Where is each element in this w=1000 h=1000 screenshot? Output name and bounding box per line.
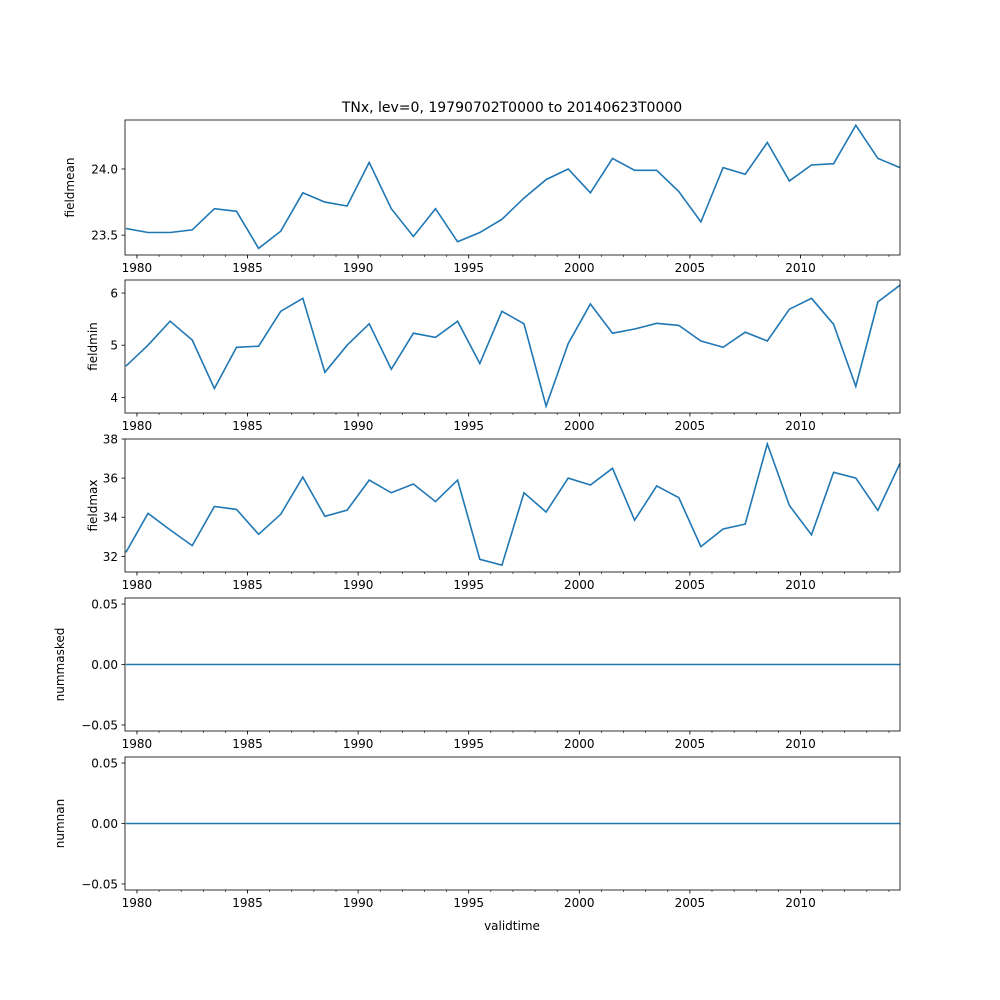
panel-fieldmean: 1980 1985 1990 1995 2000 2005 2010 23.5 24.0 fiel… bbox=[63, 119, 901, 275]
x-tick-label: 1980 bbox=[122, 896, 153, 910]
y-tick-label: 0.00 bbox=[91, 658, 118, 672]
panel-numnan: 1980 1985 1990 1995 2000 2005 2010 −0.05 0.00 0.0… bbox=[53, 757, 901, 910]
y-tick-label: 0.00 bbox=[91, 817, 118, 831]
x-tick-label: 1985 bbox=[232, 419, 263, 433]
chart-title: TNx, lev=0, 19790702T0000 to 20140623T00… bbox=[341, 100, 682, 116]
fieldmean-axes-frame bbox=[124, 119, 901, 256]
fieldmin-series-line bbox=[125, 284, 901, 409]
x-axis-label: validtime bbox=[484, 919, 540, 933]
y-tick-label: −0.05 bbox=[81, 718, 118, 732]
y-tick-label: 32 bbox=[103, 550, 118, 564]
x-tick-label: 1980 bbox=[122, 737, 153, 751]
x-tick-label: 2010 bbox=[785, 737, 816, 751]
x-tick-label: 2000 bbox=[564, 261, 595, 275]
x-tick-label: 1985 bbox=[232, 896, 263, 910]
panel-nummasked: 1980 1985 1990 1995 2000 2005 2010 −0.05 0.00 0.0… bbox=[53, 598, 901, 751]
fieldmax-axes-frame bbox=[124, 438, 901, 573]
y-axis-label: nummasked bbox=[53, 628, 67, 702]
y-tick-label: 4 bbox=[110, 391, 118, 405]
x-tick-label: 1980 bbox=[122, 578, 153, 592]
x-tick-label: 2010 bbox=[785, 896, 816, 910]
x-tick-label: 2005 bbox=[675, 896, 706, 910]
x-tick-label: 2005 bbox=[675, 737, 706, 751]
y-axis-label: fieldmean bbox=[63, 158, 77, 218]
x-tick-label: 2005 bbox=[675, 578, 706, 592]
y-tick-label: 0.05 bbox=[91, 757, 118, 771]
x-tick-label: 1995 bbox=[453, 419, 484, 433]
fieldmean-series-line bbox=[125, 123, 901, 250]
y-tick-label: 0.05 bbox=[91, 598, 118, 612]
x-tick-label: 1995 bbox=[453, 737, 484, 751]
x-tick-label: 1995 bbox=[453, 261, 484, 275]
x-tick-label: 1990 bbox=[343, 261, 374, 275]
x-tick-label: 2000 bbox=[564, 419, 595, 433]
x-tick-label: 2005 bbox=[675, 419, 706, 433]
x-tick-label: 1980 bbox=[122, 419, 153, 433]
x-tick-label: 2000 bbox=[564, 578, 595, 592]
y-tick-label: 6 bbox=[110, 287, 118, 301]
x-tick-label: 1990 bbox=[343, 896, 374, 910]
x-tick-label: 2000 bbox=[564, 737, 595, 751]
y-tick-label: −0.05 bbox=[81, 877, 118, 891]
x-tick-label: 2010 bbox=[785, 261, 816, 275]
x-tick-label: 2005 bbox=[675, 261, 706, 275]
x-tick-label: 1995 bbox=[453, 578, 484, 592]
y-tick-label: 38 bbox=[103, 433, 118, 447]
y-axis-label: fieldmax bbox=[86, 479, 100, 531]
y-tick-label: 34 bbox=[103, 511, 118, 525]
panel-fieldmin: 1980 1985 1990 1995 2000 2005 2010 4 5 6 fieldmin bbox=[86, 279, 901, 433]
x-tick-label: 1995 bbox=[453, 896, 484, 910]
x-tick-label: 1980 bbox=[122, 261, 153, 275]
panel-fieldmax: 1980 1985 1990 1995 2000 2005 2010 32 34 36 38 fiel… bbox=[86, 433, 901, 592]
x-tick-label: 1990 bbox=[343, 419, 374, 433]
x-tick-label: 2010 bbox=[785, 578, 816, 592]
x-tick-label: 1990 bbox=[343, 737, 374, 751]
x-tick-label: 2010 bbox=[785, 419, 816, 433]
x-tick-label: 1985 bbox=[232, 578, 263, 592]
x-tick-label: 2000 bbox=[564, 896, 595, 910]
y-tick-label: 5 bbox=[110, 339, 118, 353]
y-tick-label: 36 bbox=[103, 472, 118, 486]
fieldmin-axes-frame bbox=[124, 279, 901, 414]
y-tick-label: 23.5 bbox=[91, 229, 118, 243]
y-axis-label: numnan bbox=[53, 799, 67, 848]
x-tick-label: 1985 bbox=[232, 737, 263, 751]
y-tick-label: 24.0 bbox=[91, 162, 118, 176]
x-tick-label: 1990 bbox=[343, 578, 374, 592]
x-tick-label: 1985 bbox=[232, 261, 263, 275]
fieldmax-series-line bbox=[125, 441, 901, 567]
y-axis-label: fieldmin bbox=[86, 322, 100, 371]
